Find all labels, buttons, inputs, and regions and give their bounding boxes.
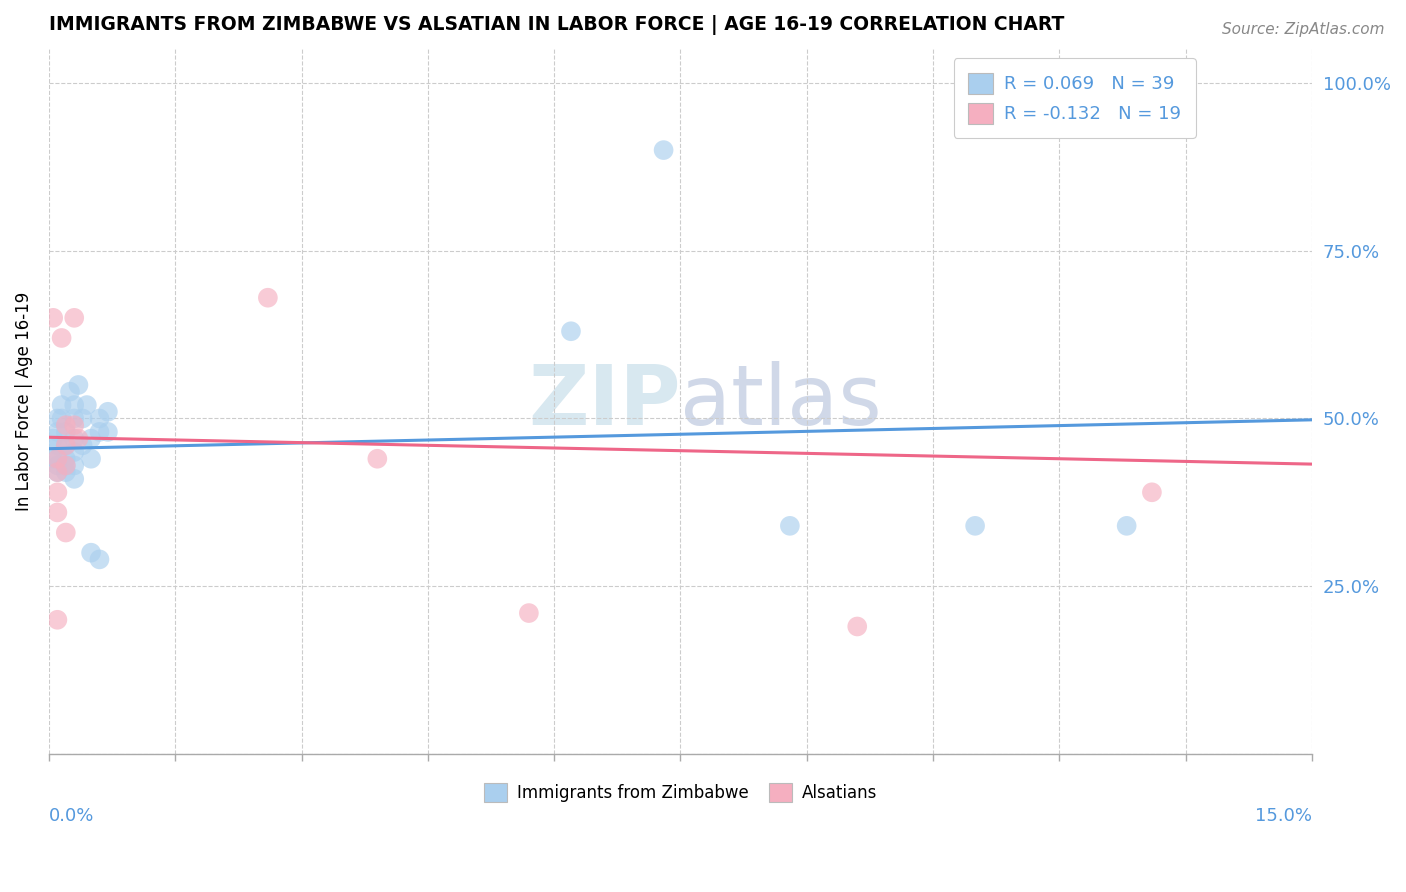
Point (63, 458, 86, 473)
Point (59, 384, 82, 399)
Point (46, 505, 69, 519)
Point (366, 451, 388, 466)
Point (652, 143, 675, 157)
Point (97, 405, 120, 419)
Point (1140, 485, 1163, 500)
Point (46, 465, 69, 479)
Point (46, 451, 69, 466)
Point (46, 613, 69, 627)
Text: atlas: atlas (681, 361, 882, 442)
Point (46, 451, 69, 466)
Point (63, 398, 86, 412)
Point (63, 472, 86, 486)
Point (63, 432, 86, 446)
Point (51, 398, 73, 412)
Point (42, 451, 65, 466)
Point (55, 451, 77, 466)
Point (72, 411, 94, 425)
Point (63, 445, 86, 459)
Point (76, 398, 98, 412)
Point (80, 451, 103, 466)
Point (55, 458, 77, 473)
Point (846, 619, 869, 633)
Point (560, 324, 582, 338)
Text: 15.0%: 15.0% (1256, 806, 1312, 825)
Point (46, 485, 69, 500)
Point (46, 465, 69, 479)
Point (63, 310, 86, 325)
Point (46, 411, 69, 425)
Point (97, 425, 120, 439)
Point (55, 465, 77, 479)
Point (42, 432, 65, 446)
Text: ZIP: ZIP (527, 361, 681, 442)
Point (51, 411, 73, 425)
Point (46, 458, 69, 473)
Point (55, 458, 77, 473)
Point (55, 438, 77, 452)
Point (517, 606, 540, 620)
Point (779, 519, 801, 533)
Point (965, 519, 987, 533)
Point (63, 418, 86, 433)
Point (55, 418, 77, 433)
Legend: Immigrants from Zimbabwe, Alsatians: Immigrants from Zimbabwe, Alsatians (477, 776, 884, 809)
Point (42, 310, 65, 325)
Point (89, 411, 111, 425)
Point (80, 546, 103, 560)
Point (67, 378, 90, 392)
Point (80, 432, 103, 446)
Point (89, 425, 111, 439)
Point (55, 525, 77, 540)
Point (46, 438, 69, 452)
Text: Source: ZipAtlas.com: Source: ZipAtlas.com (1222, 22, 1385, 37)
Point (55, 425, 77, 439)
Point (67, 432, 90, 446)
Point (63, 411, 86, 425)
Point (55, 438, 77, 452)
Point (51, 331, 73, 345)
Text: 0.0%: 0.0% (49, 806, 94, 825)
Point (72, 438, 94, 452)
Point (89, 552, 111, 566)
Text: IMMIGRANTS FROM ZIMBABWE VS ALSATIAN IN LABOR FORCE | AGE 16-19 CORRELATION CHAR: IMMIGRANTS FROM ZIMBABWE VS ALSATIAN IN … (49, 15, 1064, 35)
Point (1115, 519, 1137, 533)
Point (46, 425, 69, 439)
Y-axis label: In Labor Force | Age 16-19: In Labor Force | Age 16-19 (15, 292, 32, 511)
Point (257, 291, 280, 305)
